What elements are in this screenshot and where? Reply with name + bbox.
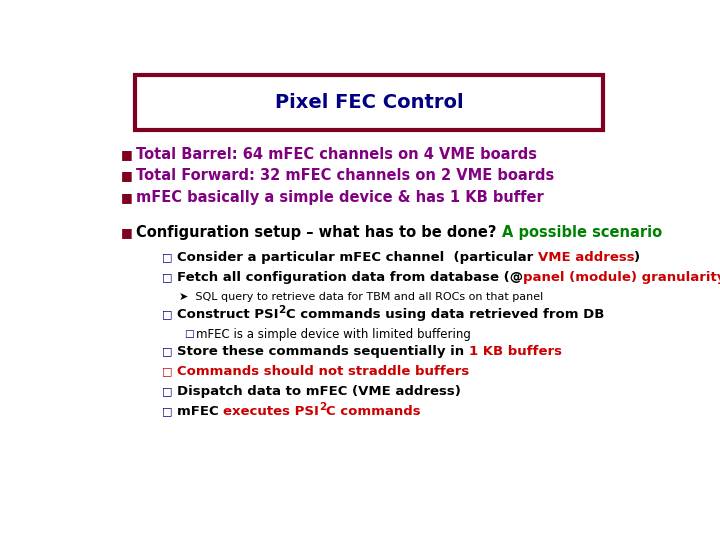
Text: executes PSI: executes PSI: [223, 405, 319, 418]
Text: ■: ■: [122, 169, 133, 182]
Text: Consider a particular mFEC channel  (particular: Consider a particular mFEC channel (part…: [177, 251, 538, 264]
Text: Total Forward: 32 mFEC channels on 2 VME boards: Total Forward: 32 mFEC channels on 2 VME…: [137, 168, 554, 183]
Text: □: □: [162, 272, 173, 282]
Text: □: □: [162, 346, 173, 356]
Text: mFEC basically a simple device & has 1 KB buffer: mFEC basically a simple device & has 1 K…: [137, 190, 544, 205]
Text: 2: 2: [279, 305, 286, 315]
Text: ): ): [634, 251, 640, 264]
Text: A possible scenario: A possible scenario: [502, 225, 662, 240]
Text: Fetch all configuration data from database (@: Fetch all configuration data from databa…: [177, 271, 523, 284]
Text: □: □: [162, 309, 173, 319]
Text: □: □: [162, 366, 173, 376]
Text: ➤  SQL query to retrieve data for TBM and all ROCs on that panel: ➤ SQL query to retrieve data for TBM and…: [179, 292, 544, 302]
Text: VME address: VME address: [538, 251, 634, 264]
Text: Store these commands sequentially in: Store these commands sequentially in: [177, 345, 469, 357]
Text: ■: ■: [122, 147, 133, 160]
Text: panel (module) granularity: panel (module) granularity: [523, 271, 720, 284]
Text: ■: ■: [122, 191, 133, 204]
Text: ■: ■: [122, 226, 133, 239]
Bar: [135, 75, 603, 130]
Text: □: □: [162, 406, 173, 416]
Text: □: □: [162, 252, 173, 262]
Text: Commands should not straddle buffers: Commands should not straddle buffers: [177, 364, 469, 378]
Text: Construct PSI: Construct PSI: [177, 308, 279, 321]
Text: Total Barrel: 64 mFEC channels on 4 VME boards: Total Barrel: 64 mFEC channels on 4 VME …: [137, 147, 538, 161]
Text: 1 KB buffers: 1 KB buffers: [469, 345, 562, 357]
Text: C commands: C commands: [326, 405, 420, 418]
Text: mFEC is a simple device with limited buffering: mFEC is a simple device with limited buf…: [196, 328, 471, 341]
Text: Pixel FEC Control: Pixel FEC Control: [275, 93, 463, 112]
Text: □: □: [184, 329, 194, 339]
Text: mFEC: mFEC: [177, 405, 223, 418]
Text: C commands using data retrieved from DB: C commands using data retrieved from DB: [286, 308, 604, 321]
Text: 2: 2: [319, 402, 326, 412]
Text: Dispatch data to mFEC (VME address): Dispatch data to mFEC (VME address): [177, 385, 461, 398]
Text: □: □: [162, 386, 173, 396]
Text: Configuration setup – what has to be done?: Configuration setup – what has to be don…: [137, 225, 502, 240]
